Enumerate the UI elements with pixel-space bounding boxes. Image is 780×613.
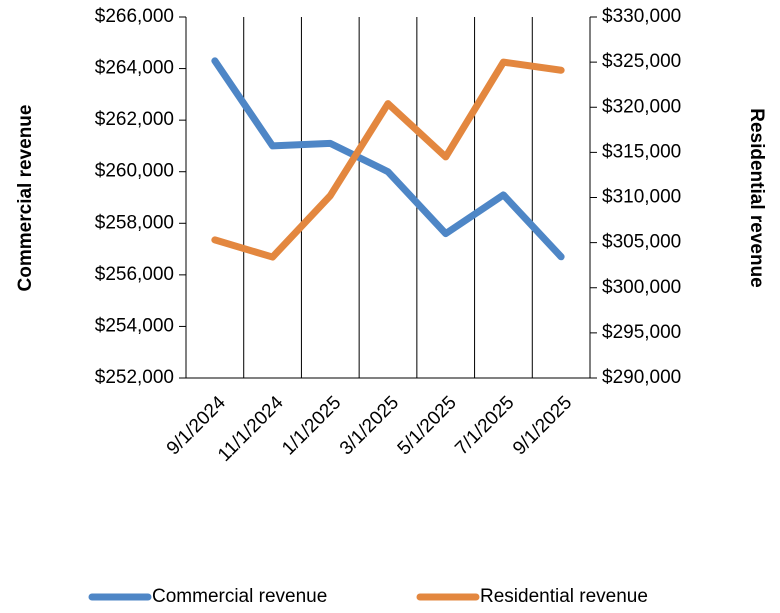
y-tick-label: $264,000 xyxy=(95,58,174,79)
y2-tick-label: $300,000 xyxy=(602,277,681,298)
y-tick-label: $256,000 xyxy=(95,264,174,285)
y2-axis-title: Residential revenue xyxy=(746,108,767,288)
series-line xyxy=(211,57,565,261)
y2-tick-label: $305,000 xyxy=(602,232,681,253)
x-tick-label: 9/1/2025 xyxy=(509,392,576,459)
y-tick-label: $252,000 xyxy=(95,367,174,388)
legend-label: Commercial revenue xyxy=(152,586,327,607)
y-tick-label: $258,000 xyxy=(95,212,174,233)
y2-tick-label: $325,000 xyxy=(602,51,681,72)
x-tick-label: 1/1/2025 xyxy=(278,392,345,459)
series-line xyxy=(211,58,565,261)
y-tick-label: $262,000 xyxy=(95,109,174,130)
y-tick-label: $254,000 xyxy=(95,315,174,336)
y2-tick-label: $310,000 xyxy=(602,187,681,208)
y2-tick-label: $315,000 xyxy=(602,141,681,162)
y2-tick-label: $330,000 xyxy=(602,6,681,27)
x-tick-label: 3/1/2025 xyxy=(336,392,403,459)
y-tick-label: $260,000 xyxy=(95,161,174,182)
y-axis-title: Commercial revenue xyxy=(15,105,36,292)
x-tick-label: 5/1/2025 xyxy=(394,392,461,459)
x-tick-label: 7/1/2025 xyxy=(451,392,518,459)
y-tick-label: $266,000 xyxy=(95,6,174,27)
y2-tick-label: $295,000 xyxy=(602,322,681,343)
y2-tick-label: $290,000 xyxy=(602,367,681,388)
y2-tick-label: $320,000 xyxy=(602,96,681,117)
legend-label: Residential revenue xyxy=(480,586,648,607)
